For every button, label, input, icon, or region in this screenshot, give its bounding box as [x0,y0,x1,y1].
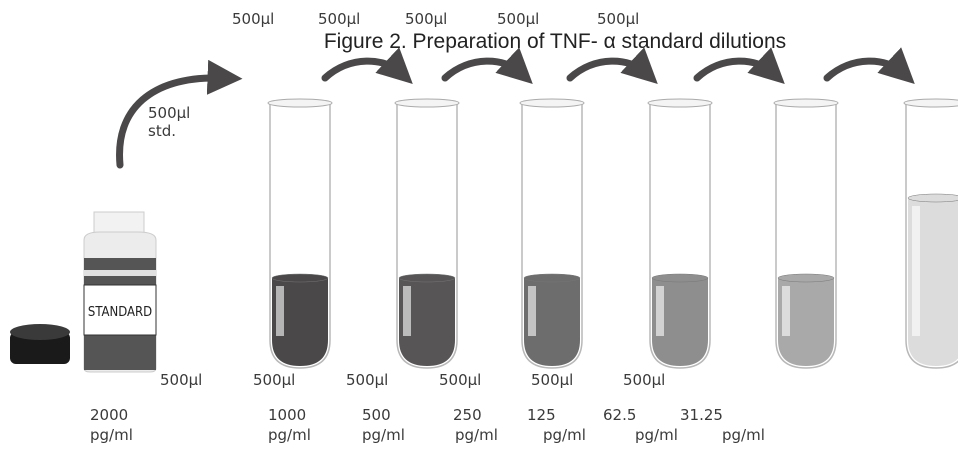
labels: 500µl std. 500µl 500µl 500µl 500µl 500µl 500µ… [90,10,765,444]
top-volume: 500µl [497,10,539,28]
liquid-surface [651,273,709,283]
liquid [524,278,580,366]
top-volume: 500µl [318,10,360,28]
bottom-volume: 500µl [253,371,295,389]
bottom-volume: 500µl [160,371,202,389]
bottom-volume: 500µl [439,371,481,389]
concentration-unit: pg/ml [543,426,586,444]
liquid [272,278,328,366]
tubes [267,98,958,369]
concentration: 31.25 [680,406,723,424]
liquid [652,278,708,366]
concentration-unit: pg/ml [268,426,311,444]
bottom-volume: 500µl [531,371,573,389]
liquid-surface [398,273,456,283]
tube-shine [403,286,411,336]
liquid-surface [777,273,835,283]
concentration: 62.5 [603,406,636,424]
tube-shine [276,286,284,336]
liquid [399,278,455,366]
top-volume: 500µl [405,10,447,28]
liquid-surface [271,273,329,283]
concentration: 2000 [90,406,128,424]
bottle-label: STANDARD [88,305,152,320]
tube-shine [656,286,664,336]
concentration: 250 [453,406,482,424]
title: Figure 2. Preparation of TNF- α standard… [324,30,786,53]
concentration-unit: pg/ml [362,426,405,444]
top-volume: 500µl [597,10,639,28]
bottom-volume: 500µl [346,371,388,389]
liquid-surface [907,193,958,203]
concentration-unit: pg/ml [455,426,498,444]
tube-shine [528,286,536,336]
tube-rim [773,98,839,108]
concentration-unit: pg/ml [635,426,678,444]
tube-rim [647,98,713,108]
top-volume: 500µl [232,10,274,28]
concentration: 125 [527,406,556,424]
tube-rim [519,98,585,108]
tube-rim [394,98,460,108]
tube-shine [782,286,790,336]
concentration-unit: pg/ml [90,426,133,444]
concentration: 500 [362,406,391,424]
tube-rim [267,98,333,108]
std-label: std. [148,122,176,140]
concentration-unit: pg/ml [722,426,765,444]
tube-rim [903,98,958,108]
liquid [908,198,958,366]
std-volume: 500µl [148,104,190,122]
liquid [778,278,834,366]
arrows [116,47,915,169]
bottle: STANDARD [83,211,157,373]
concentration: 1000 [268,406,306,424]
bottom-volume: 500µl [623,371,665,389]
cap [10,324,70,364]
tube-shine [912,206,920,336]
liquid-surface [523,273,581,283]
